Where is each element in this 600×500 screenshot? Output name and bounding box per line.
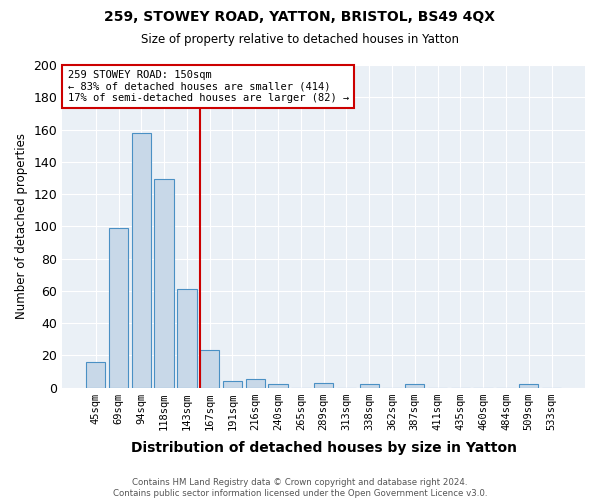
Text: 259, STOWEY ROAD, YATTON, BRISTOL, BS49 4QX: 259, STOWEY ROAD, YATTON, BRISTOL, BS49 … <box>104 10 496 24</box>
Bar <box>177 289 197 388</box>
Text: Contains HM Land Registry data © Crown copyright and database right 2024.
Contai: Contains HM Land Registry data © Crown c… <box>113 478 487 498</box>
Text: 259 STOWEY ROAD: 150sqm
← 83% of detached houses are smaller (414)
17% of semi-d: 259 STOWEY ROAD: 150sqm ← 83% of detache… <box>68 70 349 103</box>
Y-axis label: Number of detached properties: Number of detached properties <box>15 134 28 320</box>
Bar <box>314 382 334 388</box>
Bar <box>200 350 220 388</box>
Bar <box>405 384 424 388</box>
Bar <box>131 132 151 388</box>
Bar <box>154 180 174 388</box>
Bar <box>245 380 265 388</box>
Bar <box>268 384 288 388</box>
Bar <box>519 384 538 388</box>
Bar <box>223 381 242 388</box>
Bar <box>359 384 379 388</box>
X-axis label: Distribution of detached houses by size in Yatton: Distribution of detached houses by size … <box>131 441 517 455</box>
Bar <box>109 228 128 388</box>
Bar <box>86 362 106 388</box>
Text: Size of property relative to detached houses in Yatton: Size of property relative to detached ho… <box>141 32 459 46</box>
